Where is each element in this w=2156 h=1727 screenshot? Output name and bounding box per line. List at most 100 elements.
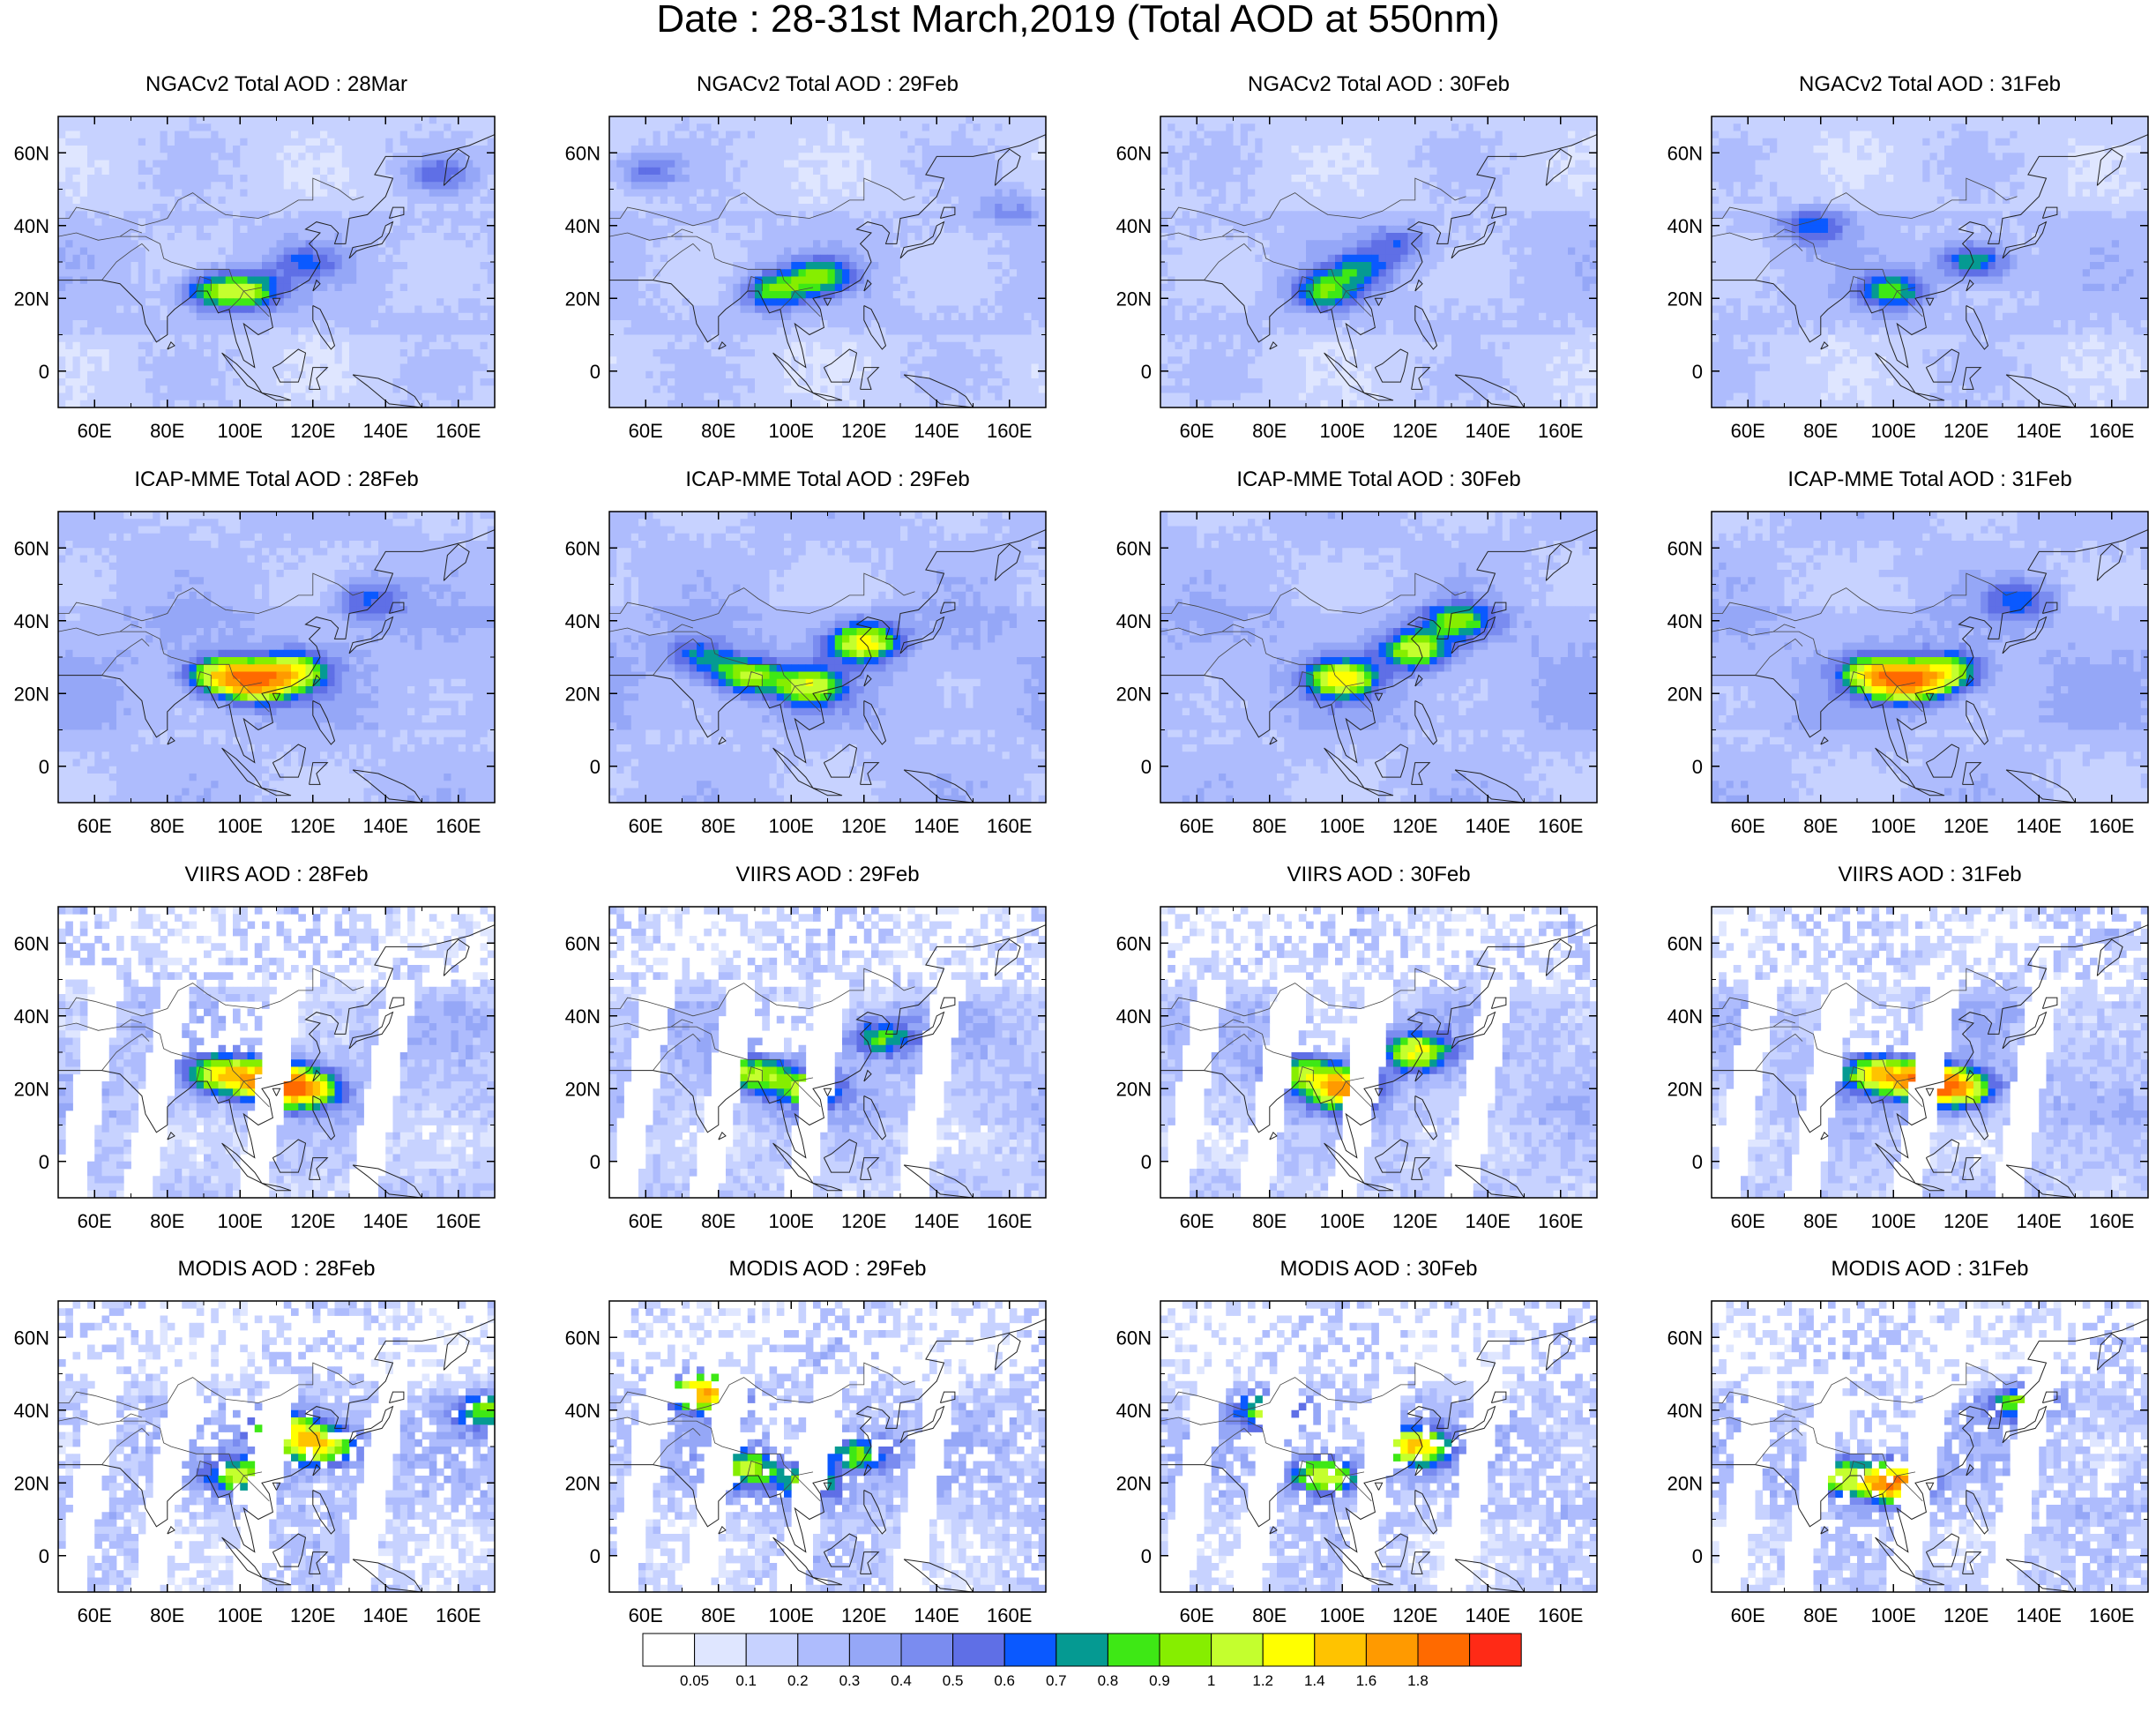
aod-cell (363, 341, 372, 350)
aod-cell (769, 370, 778, 379)
aod-cell (653, 153, 661, 161)
aod-cell (988, 153, 996, 161)
aod-cell (711, 312, 720, 321)
aod-cell (407, 291, 415, 299)
aod-cell (444, 254, 451, 263)
aod-cell (1038, 262, 1046, 270)
aod-cell (225, 146, 234, 153)
aod-cell (645, 211, 653, 219)
aod-cell (218, 189, 227, 198)
aod-cell (79, 392, 88, 401)
aod-cell (341, 262, 350, 270)
aod-cell (726, 146, 734, 153)
aod-cell (762, 204, 770, 212)
aod-cell (196, 349, 205, 357)
aod-cell (907, 378, 915, 386)
aod-cell (805, 123, 814, 131)
aod-cell (834, 116, 843, 124)
aod-cell (422, 283, 430, 292)
aod-cell (995, 123, 1003, 131)
aod-cell (733, 370, 741, 379)
aod-cell (370, 218, 379, 227)
aod-cell (291, 363, 299, 372)
aod-cell (791, 254, 799, 263)
aod-cell (87, 320, 95, 328)
aod-cell (784, 218, 792, 227)
aod-cell (973, 269, 981, 277)
aod-cell (682, 218, 690, 227)
aod-cell (138, 146, 146, 153)
aod-cell (921, 269, 930, 277)
aod-cell (1436, 123, 1445, 131)
aod-cell (820, 153, 828, 161)
aod-cell (480, 312, 489, 321)
aod-cell (776, 356, 785, 364)
aod-cell (175, 218, 183, 227)
aod-cell (697, 298, 705, 306)
aod-cell (225, 370, 234, 379)
aod-cell (480, 378, 489, 386)
aod-cell (312, 378, 321, 386)
aod-cell (623, 167, 632, 176)
aod-cell (341, 153, 350, 161)
aod-cell (653, 233, 661, 241)
aod-cell (378, 123, 386, 131)
aod-cell (704, 204, 712, 212)
aod-cell (697, 146, 705, 153)
aod-cell (914, 378, 923, 386)
aod-cell (653, 392, 661, 401)
aod-cell (327, 204, 335, 212)
aod-cell (160, 211, 168, 219)
aod-cell (138, 291, 146, 299)
aod-cell (363, 254, 372, 263)
aod-cell (907, 175, 915, 183)
aod-cell (108, 276, 117, 285)
aod-cell (298, 262, 306, 270)
aod-cell (1466, 116, 1474, 124)
aod-cell (283, 138, 292, 146)
aod-cell (704, 123, 712, 131)
aod-cell (660, 283, 668, 292)
aod-cell (842, 400, 850, 407)
aod-cell (660, 385, 668, 393)
aod-cell (414, 211, 422, 219)
aod-cell (79, 131, 88, 139)
aod-cell (240, 182, 248, 190)
aod-cell (653, 138, 661, 146)
aod-cell (1009, 138, 1018, 146)
aod-cell (466, 218, 474, 227)
aod-cell (813, 225, 821, 234)
aod-cell (444, 196, 451, 205)
aod-cell (269, 153, 277, 161)
aod-cell (79, 305, 88, 314)
aod-cell (995, 341, 1003, 350)
aod-cell (1002, 233, 1011, 241)
aod-cell (645, 233, 653, 241)
aod-cell (689, 262, 698, 270)
aod-cell (327, 334, 335, 343)
aod-cell (327, 123, 335, 131)
aod-cell (182, 146, 190, 153)
aod-cell (131, 341, 139, 350)
aod-cell (944, 370, 952, 379)
aod-cell (436, 298, 444, 306)
aod-cell (480, 167, 489, 176)
aod-cell (175, 356, 183, 364)
aod-cell (131, 312, 139, 321)
aod-cell (1038, 378, 1046, 386)
aod-cell (116, 269, 124, 277)
aod-cell (675, 283, 683, 292)
aod-cell (849, 363, 857, 372)
aod-cell (1313, 116, 1321, 124)
aod-cell (988, 363, 996, 372)
aod-cell (921, 116, 930, 124)
aod-cell (108, 327, 117, 335)
aod-cell (254, 225, 263, 234)
aod-cell (849, 138, 857, 146)
aod-cell (668, 131, 675, 139)
aod-cell (929, 116, 937, 124)
aod-cell (805, 349, 814, 357)
aod-cell (101, 240, 110, 248)
aod-cell (211, 312, 219, 321)
aod-cell (762, 400, 770, 407)
